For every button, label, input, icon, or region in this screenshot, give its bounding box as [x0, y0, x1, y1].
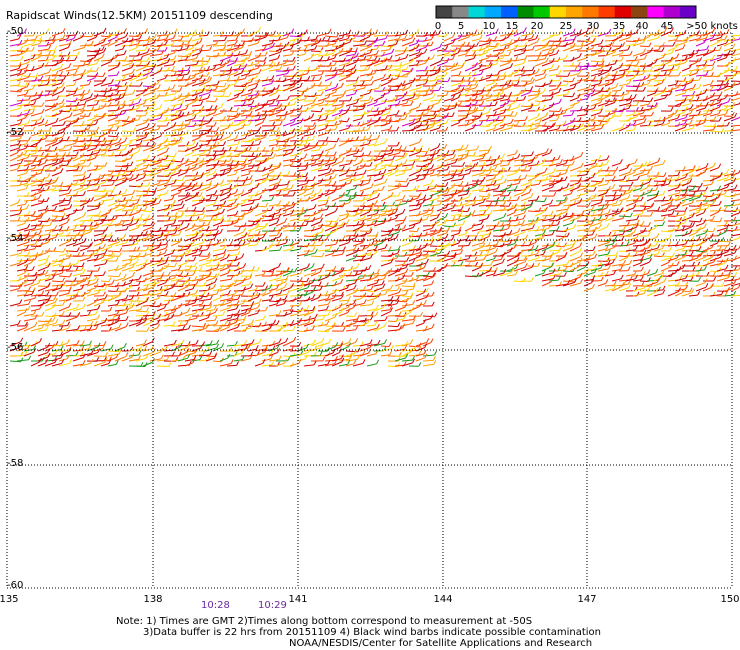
- scale-swatch: [566, 6, 583, 18]
- scale-label: 0: [434, 21, 442, 32]
- time-label-1028: 10:28: [201, 600, 230, 611]
- scale-label: 35: [612, 21, 626, 32]
- scale-label: >50 knots: [686, 21, 738, 32]
- scale-swatch: [468, 6, 486, 18]
- lon-label-135: 135: [0, 594, 19, 605]
- scale-swatch: [549, 6, 567, 18]
- scale-swatch: [614, 6, 632, 18]
- scale-swatch: [452, 6, 469, 18]
- scale-label: 15: [505, 21, 519, 32]
- scale-label: 40: [635, 21, 649, 32]
- scale-label: 30: [586, 21, 600, 32]
- lat-label-56: -56: [7, 342, 24, 353]
- map-grid: [6, 32, 733, 589]
- note-line-1: Note: 1) Times are GMT 2)Times along bot…: [116, 616, 533, 627]
- note-line-3: NOAA/NESDIS/Center for Satellite Applica…: [289, 638, 593, 649]
- lat-label-54: -54: [7, 233, 24, 244]
- scale-label: 25: [559, 21, 573, 32]
- lat-label-60: -60: [7, 580, 24, 591]
- wind-speed-color-scale: [435, 5, 697, 19]
- scale-label: 10: [482, 21, 496, 32]
- scale-swatch: [582, 6, 599, 18]
- scale-swatch: [663, 6, 681, 18]
- wind-barbs: [9, 26, 740, 368]
- scale-swatch: [501, 6, 518, 18]
- lon-label-141: 141: [288, 594, 308, 605]
- scale-swatch: [598, 6, 616, 18]
- scale-label: 5: [457, 21, 465, 32]
- scale-swatch: [533, 6, 551, 18]
- lat-label-52: -52: [7, 127, 24, 138]
- map-title: Rapidscat Winds(12.5KM) 20151109 descend…: [6, 9, 273, 22]
- lon-label-150: 150: [720, 594, 740, 605]
- scale-swatch: [436, 6, 453, 18]
- scale-frame: [435, 5, 697, 19]
- lon-label-138: 138: [143, 594, 163, 605]
- time-label-1029: 10:29: [258, 600, 287, 611]
- scale-swatch: [679, 6, 697, 18]
- scale-label: 20: [530, 21, 544, 32]
- scale-swatch: [647, 6, 664, 18]
- lat-label-50: -50: [7, 26, 24, 37]
- scale-label: 45: [660, 21, 674, 32]
- lon-label-144: 144: [433, 594, 453, 605]
- lon-label-147: 147: [577, 594, 597, 605]
- note-line-2: 3)Data buffer is 22 hrs from 20151109 4)…: [143, 627, 601, 638]
- lat-label-58: -58: [7, 458, 24, 469]
- scale-swatch: [631, 6, 648, 18]
- scale-swatch: [484, 6, 502, 18]
- scale-swatch: [517, 6, 534, 18]
